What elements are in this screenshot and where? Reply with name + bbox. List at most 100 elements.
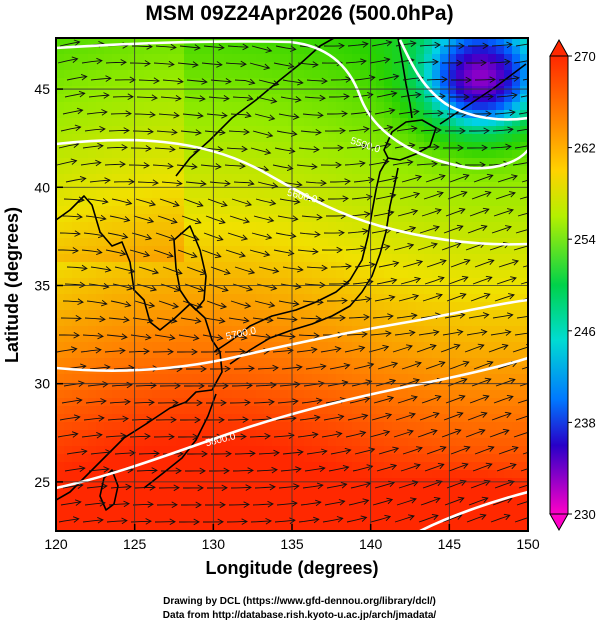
field-cell: [496, 54, 505, 63]
field-cell: [64, 302, 73, 311]
field-cell: [456, 86, 465, 95]
streamline-arrowhead: [273, 449, 280, 457]
field-cell: [56, 294, 65, 303]
field-cell: [344, 526, 353, 531]
field-cell: [192, 422, 201, 431]
field-cell: [360, 214, 369, 223]
streamline-arrowhead: [248, 268, 256, 275]
field-cell: [472, 494, 481, 503]
field-cell: [496, 446, 505, 455]
field-cell: [448, 38, 457, 47]
field-cell: [392, 406, 401, 415]
field-cell: [144, 502, 153, 511]
field-cell: [480, 270, 489, 279]
field-cell: [168, 414, 177, 423]
streamline: [205, 215, 226, 224]
field-cell: [248, 526, 257, 531]
field-cell: [464, 414, 473, 423]
field-cell: [168, 110, 177, 119]
field-cell: [464, 302, 473, 311]
field-cell: [280, 406, 289, 415]
field-cell: [264, 526, 273, 531]
coastline-ryukyu: [143, 393, 217, 489]
field-cell: [56, 182, 65, 191]
field-cell: [264, 134, 273, 143]
field-cell: [128, 318, 137, 327]
field-cell: [480, 382, 489, 391]
streamline: [278, 300, 299, 305]
field-cell: [256, 54, 265, 63]
field-cell: [272, 142, 281, 151]
field-cell: [320, 510, 329, 519]
field-cell: [216, 110, 225, 119]
field-cell: [496, 86, 505, 95]
field-cell: [400, 62, 409, 71]
field-cell: [520, 398, 528, 407]
field-cell: [56, 222, 65, 231]
streamline-arrowhead: [123, 316, 130, 323]
coastline-hokkaido: [383, 119, 437, 161]
field-cell: [520, 38, 528, 47]
field-cell: [488, 46, 497, 55]
field-cell: [56, 102, 65, 111]
streamline-arrowhead: [197, 112, 204, 119]
field-cell: [440, 238, 449, 247]
field-cell: [360, 518, 369, 527]
streamline: [513, 60, 528, 64]
field-cell: [272, 54, 281, 63]
streamline-arrowhead: [338, 229, 345, 237]
field-cell: [296, 302, 305, 311]
streamline: [224, 351, 246, 353]
field-cell: [64, 342, 73, 351]
field-cell: [248, 462, 257, 471]
field-cell: [360, 150, 369, 159]
streamline: [323, 415, 344, 421]
field-cell: [384, 222, 393, 231]
streamline: [136, 96, 158, 99]
field-cell: [416, 414, 425, 423]
streamline-arrowhead: [104, 177, 111, 184]
field-cell: [152, 438, 161, 447]
field-cell: [304, 78, 313, 87]
field-cell: [152, 302, 161, 311]
streamline: [497, 175, 518, 183]
streamline: [402, 260, 423, 268]
field-cell: [496, 502, 505, 511]
field-cell: [144, 278, 153, 287]
field-cell: [360, 494, 369, 503]
field-cell: [408, 38, 417, 47]
field-cell: [504, 334, 513, 343]
field-cell: [296, 486, 305, 495]
streamline-arrowhead: [177, 78, 184, 85]
field-cell: [64, 510, 73, 519]
streamline: [276, 130, 297, 135]
field-cell: [376, 446, 385, 455]
field-cell: [72, 350, 81, 359]
streamline-arrowhead: [272, 267, 280, 274]
field-cell: [320, 438, 329, 447]
field-cell: [416, 526, 425, 531]
field-cell: [152, 262, 161, 271]
field-cell: [488, 310, 497, 319]
field-cell: [208, 342, 217, 351]
field-cell: [400, 166, 409, 175]
field-cell: [456, 350, 465, 359]
streamline-arrowhead: [168, 334, 176, 341]
field-cell: [392, 38, 401, 47]
field-cell: [104, 438, 113, 447]
field-cell: [296, 398, 305, 407]
streamline: [441, 429, 461, 438]
field-cell: [248, 102, 257, 111]
field-cell: [120, 278, 129, 287]
field-cell: [320, 134, 329, 143]
field-cell: [336, 182, 345, 191]
field-cell: [152, 390, 161, 399]
field-cell: [344, 454, 353, 463]
streamline: [182, 300, 203, 308]
field-cell: [464, 166, 473, 175]
field-cell: [88, 286, 97, 295]
field-cell: [120, 158, 129, 167]
field-cell: [304, 518, 313, 527]
streamline-arrowhead: [121, 333, 128, 340]
field-cell: [448, 446, 457, 455]
